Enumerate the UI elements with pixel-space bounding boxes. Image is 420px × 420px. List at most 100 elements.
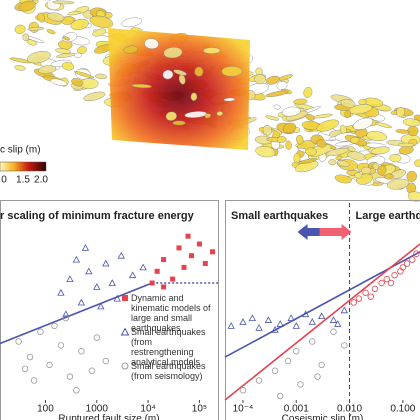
- point: [271, 367, 279, 374]
- colorbar: [0, 161, 47, 172]
- point: [97, 302, 105, 310]
- patch: [384, 173, 394, 180]
- patch: [123, 45, 138, 54]
- point: [46, 361, 53, 369]
- panel-title: Large earthquak: [356, 210, 420, 222]
- patch: [265, 115, 279, 121]
- patch: [70, 18, 89, 31]
- point: [409, 256, 416, 263]
- patch: [370, 146, 390, 155]
- point: [287, 314, 295, 321]
- patch: [395, 129, 410, 134]
- colorbar-tick: 1.5: [16, 175, 30, 186]
- legend-marker: [120, 327, 130, 336]
- point: [255, 377, 263, 384]
- point: [367, 293, 374, 300]
- patch: [194, 66, 204, 77]
- patch: [316, 139, 327, 148]
- point: [62, 314, 70, 322]
- patch: [55, 48, 71, 54]
- x-tick-label: 10⁻⁴: [233, 404, 254, 415]
- point: [340, 306, 349, 314]
- patch: [74, 71, 95, 79]
- point: [329, 316, 338, 323]
- patch: [162, 69, 174, 80]
- patch: [265, 90, 289, 98]
- point: [239, 387, 247, 394]
- patch: [22, 33, 30, 42]
- point: [355, 295, 363, 302]
- patch: [83, 91, 106, 102]
- fit-line: [0, 282, 153, 345]
- point: [15, 338, 22, 345]
- point: [301, 310, 310, 318]
- colorbar-tick: 0: [1, 175, 7, 186]
- point: [37, 328, 44, 335]
- patch: [165, 111, 177, 121]
- panel-title: r scaling of minimum fracture energy: [0, 210, 195, 222]
- patch: [216, 111, 224, 117]
- patch: [221, 65, 243, 77]
- patch: [14, 65, 26, 71]
- patch: [293, 98, 308, 105]
- patch: [38, 65, 57, 74]
- patch: [334, 174, 352, 184]
- colorbar-label: c slip (m): [0, 145, 41, 156]
- rupture-plane: [108, 28, 250, 150]
- patch: [277, 136, 287, 143]
- patch: [50, 78, 68, 86]
- patch: [223, 97, 236, 102]
- patch: [92, 28, 107, 37]
- point: [276, 320, 284, 327]
- patch: [37, 12, 45, 23]
- point: [26, 353, 34, 361]
- point: [51, 322, 58, 330]
- point: [62, 310, 70, 318]
- patch: [61, 61, 75, 71]
- arrow-large: [319, 224, 352, 240]
- patch: [14, 24, 26, 34]
- patch: [61, 16, 75, 25]
- patch: [276, 81, 288, 90]
- patch: [386, 178, 410, 190]
- patch: [89, 15, 114, 28]
- patch: [62, 36, 71, 41]
- patch: [190, 92, 198, 101]
- patch: [71, 78, 84, 87]
- point: [399, 264, 407, 271]
- patch: [203, 47, 221, 54]
- point: [309, 338, 316, 345]
- legend-entry: Dynamic and kinematic models of large an…: [131, 293, 211, 333]
- patch: [281, 106, 301, 117]
- point: [181, 264, 187, 270]
- point: [403, 260, 411, 267]
- patch: [328, 159, 337, 166]
- point: [318, 312, 326, 320]
- patch: [18, 0, 36, 12]
- point: [161, 257, 167, 263]
- patch: [95, 73, 107, 80]
- point: [57, 288, 65, 296]
- patch: [303, 87, 313, 98]
- point: [293, 348, 300, 355]
- patch: [204, 113, 211, 119]
- patch: [26, 39, 37, 46]
- point: [292, 322, 300, 329]
- patch: [347, 146, 356, 152]
- point: [30, 377, 38, 384]
- point: [341, 342, 348, 349]
- point: [350, 299, 357, 306]
- point: [66, 373, 74, 380]
- patch: [273, 104, 281, 110]
- legend-text: Small earthquakes (from restrengthening …: [131, 327, 206, 367]
- patch: [358, 99, 367, 106]
- patch: [298, 158, 318, 164]
- patch: [46, 12, 65, 22]
- patch: [255, 145, 276, 158]
- patch: [350, 136, 360, 144]
- point: [188, 253, 194, 259]
- x-tick-label: 100: [37, 404, 54, 415]
- point: [66, 275, 74, 282]
- patch: [396, 107, 406, 118]
